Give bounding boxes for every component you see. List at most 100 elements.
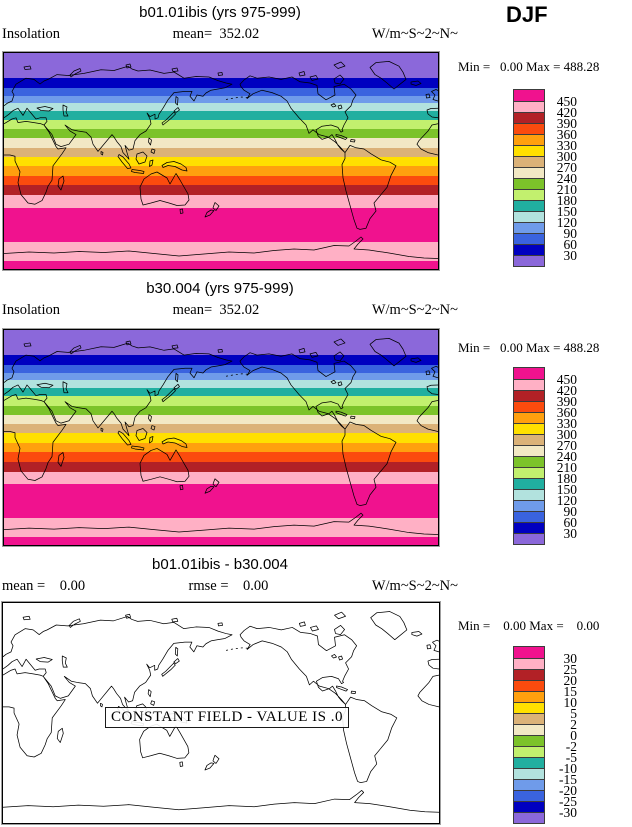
colorbar-tick-label: 300	[556, 427, 577, 442]
colorbar-box	[514, 189, 544, 200]
panel1-title: b01.01ibis (yrs 975-999)	[139, 4, 301, 21]
colorbar-tick-label: 450	[556, 372, 577, 387]
colorbar-boxes	[513, 646, 545, 824]
zonal-band	[4, 147, 438, 157]
coastline-overlay	[4, 61, 438, 259]
zonal-band	[4, 138, 438, 148]
colorbar-tick-label: 330	[556, 416, 577, 431]
panel3-map: CONSTANT FIELD - VALUE IS .0	[1, 601, 441, 825]
zonal-band	[4, 156, 438, 167]
colorbar-box	[514, 669, 544, 680]
colorbar-box	[514, 779, 544, 790]
colorbar-tick-label: 2	[570, 717, 577, 732]
colorbar-tick-label: 20	[563, 673, 578, 688]
panel2-minmax: Min = 0.00 Max = 488.28	[458, 340, 600, 355]
colorbar-box	[514, 156, 544, 167]
colorbar-tick-label: 420	[556, 105, 577, 120]
colorbar-tick-label: 10	[563, 695, 578, 710]
colorbar-box	[514, 467, 544, 478]
colorbar-box	[514, 456, 544, 467]
zonal-band	[4, 537, 438, 545]
panel2-label-row: Insolation mean= 352.02 W/m~S~2~N~	[2, 302, 458, 319]
colorbar-tick-label: 150	[556, 204, 577, 219]
panel3-rmse-value: rmse = 0.00	[188, 578, 269, 594]
colorbar-box	[514, 746, 544, 757]
colorbar-box	[514, 423, 544, 434]
colorbar-box	[514, 368, 544, 379]
zonal-band	[4, 364, 438, 373]
colorbar-tick-label: 180	[556, 193, 577, 208]
zonal-band	[4, 388, 438, 397]
colorbar-box	[514, 211, 544, 222]
colorbar-tick-label: -30	[559, 805, 577, 820]
colorbar-box	[514, 445, 544, 456]
panel3-colorbar: 30 25 20 15 10 5 2 0 -2 -5 -10 -15 -20 -25 -30	[513, 646, 593, 826]
panel1-colorbar: 450 420 390 360 330 300 270 240 210 180 150 120 90 60…	[513, 89, 593, 269]
zonal-band	[4, 354, 438, 365]
colorbar-box	[514, 790, 544, 801]
colorbar-tick-label: 420	[556, 383, 577, 398]
colorbar-tick-label: -10	[559, 761, 577, 776]
panel3-minmax: Min = 0.00 Max = 0.00	[458, 618, 600, 633]
zonal-band	[4, 95, 438, 103]
colorbar-tick-label: 25	[563, 662, 578, 677]
colorbar-box	[514, 768, 544, 779]
zonal-band	[4, 119, 438, 130]
panel1-minmax: Min = 0.00 Max = 488.28	[458, 59, 600, 74]
colorbar-tick-label: -20	[559, 783, 577, 798]
colorbar-tick-label: 300	[556, 149, 577, 164]
zonal-band	[4, 424, 438, 434]
colorbar-tick-label: 270	[556, 160, 577, 175]
colorbar-box	[514, 511, 544, 522]
zonal-band	[4, 414, 438, 425]
panel1-mean-value: mean= 352.02	[172, 26, 260, 42]
colorbar-tick-label: 240	[556, 449, 577, 464]
colorbar-box	[514, 401, 544, 412]
zonal-band	[4, 87, 438, 96]
colorbar-box	[514, 145, 544, 156]
panel1-field-label: Insolation	[2, 26, 60, 42]
colorbar-box	[514, 500, 544, 511]
colorbar-tick-label: 60	[563, 237, 578, 252]
colorbar-tick-label: 90	[563, 226, 578, 241]
panel1-units-label: W/m~S~2~N~	[371, 26, 458, 42]
zonal-band	[4, 471, 438, 485]
colorbar-tick-label: 210	[556, 460, 577, 475]
colorbar-box	[514, 412, 544, 423]
zonal-band	[4, 442, 438, 453]
zonal-band	[4, 461, 438, 472]
colorbar-box	[514, 533, 544, 544]
colorbar-box	[514, 123, 544, 134]
colorbar-tick-label: 270	[556, 438, 577, 453]
colorbar-tick-label: 240	[556, 171, 577, 186]
zonal-band	[4, 102, 438, 112]
colorbar-box	[514, 434, 544, 445]
zonal-band	[4, 452, 438, 462]
colorbar-box	[514, 244, 544, 255]
colorbar-box	[514, 691, 544, 702]
zonal-band	[4, 53, 438, 79]
colorbar-tick-label: -15	[559, 772, 577, 787]
colorbar-tick-label: 330	[556, 138, 577, 153]
zonal-band	[4, 261, 438, 269]
zonal-band	[4, 129, 438, 139]
panel2-map	[2, 328, 440, 547]
colorbar-tick-label: 150	[556, 482, 577, 497]
colorbar-tick-label: 360	[556, 405, 577, 420]
colorbar-tick-label: 30	[563, 526, 578, 541]
colorbar-boxes	[513, 89, 545, 267]
colorbar-box	[514, 478, 544, 489]
colorbar-box	[514, 522, 544, 533]
zonal-band	[4, 78, 438, 88]
zonal-band	[4, 175, 438, 186]
colorbar-box	[514, 134, 544, 145]
colorbar-box	[514, 112, 544, 123]
panel2-zonal-bands	[4, 330, 438, 545]
zonal-band	[4, 166, 438, 176]
colorbar-tick-label: 360	[556, 127, 577, 142]
colorbar-box	[514, 801, 544, 812]
colorbar-tick-label: 60	[563, 515, 578, 530]
panel1-map	[2, 51, 440, 271]
colorbar-box	[514, 255, 544, 266]
